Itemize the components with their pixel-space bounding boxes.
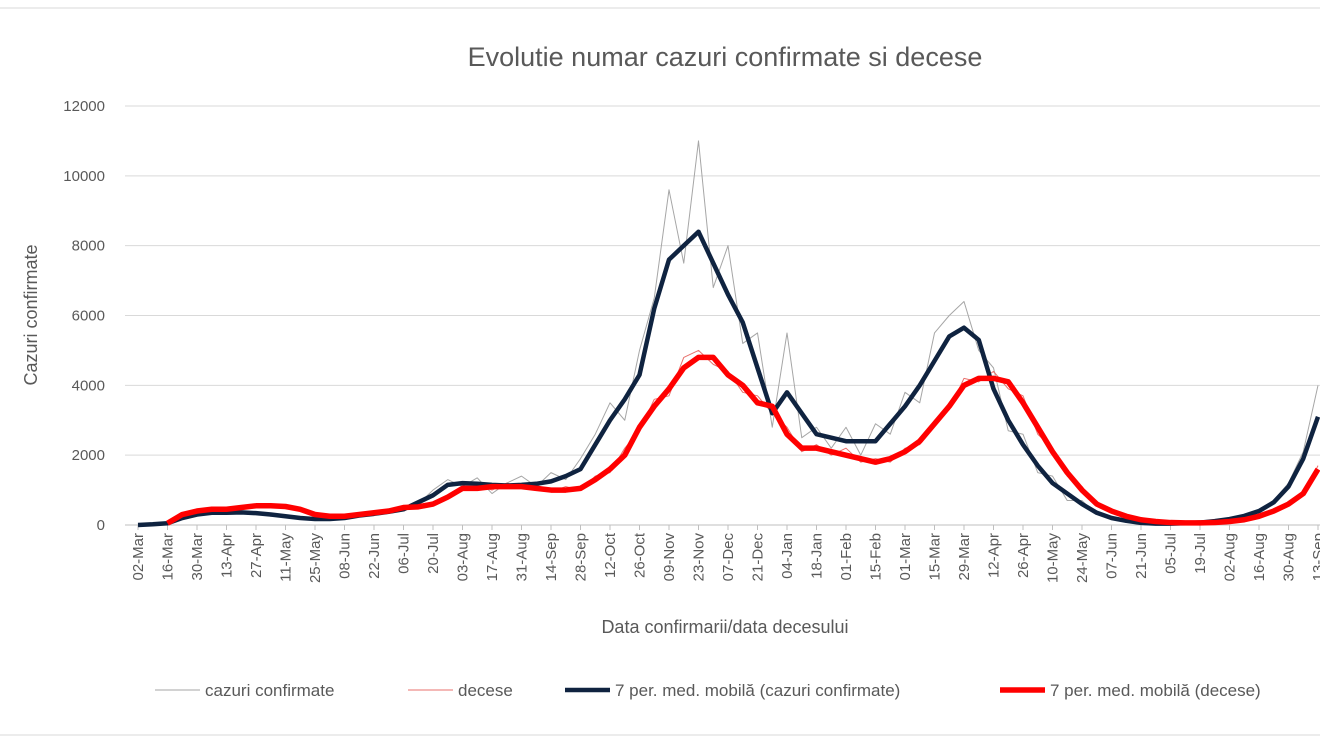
x-tick-label: 29-Mar [956, 533, 973, 581]
x-tick-label: 21-Dec [750, 533, 767, 582]
x-tick-label: 11-May [278, 533, 295, 582]
series-line [166, 354, 1320, 526]
x-tick-label: 22-Jun [366, 533, 383, 579]
x-tick-label: 15-Feb [868, 533, 885, 581]
x-tick-label: 09-Nov [661, 533, 678, 582]
x-tick-label: 16-Aug [1251, 533, 1268, 581]
chart-title: Evolutie numar cazuri confirmate si dece… [468, 42, 983, 72]
x-tick-label: 12-Oct [602, 532, 619, 578]
x-tick-label: 04-Jan [779, 533, 796, 579]
x-tick-label: 05-Jul [1163, 533, 1180, 574]
x-tick-label: 28-Sep [573, 533, 590, 581]
x-tick-label: 02-Mar [130, 533, 147, 581]
x-tick-label: 12-Apr [986, 533, 1003, 578]
x-tick-label: 20-Jul [425, 533, 442, 574]
x-tick-label: 15-Mar [927, 533, 944, 581]
series-line [167, 349, 1319, 524]
x-tick-label: 16-Mar [160, 533, 177, 581]
y-tick-label: 0 [97, 517, 105, 534]
x-tick-label: 03-Aug [455, 533, 472, 581]
y-tick-label: 4000 [72, 377, 105, 394]
x-axis-title: Data confirmarii/data decesului [601, 617, 848, 637]
series-line [137, 229, 1320, 528]
y-tick-label: 12000 [63, 98, 105, 115]
x-tick-label: 07-Dec [720, 533, 737, 582]
x-tick-label: 19-Jul [1192, 533, 1209, 574]
y-tick-label: 8000 [72, 238, 105, 255]
legend-label: 7 per. med. mobilă (cazuri confirmate) [615, 681, 900, 700]
x-tick-label: 13-Sep [1310, 533, 1320, 581]
series-line [137, 140, 1319, 526]
x-tick-label: 06-Jul [396, 533, 413, 574]
legend-label: 7 per. med. mobilă (decese) [1050, 681, 1261, 700]
legend-label: cazuri confirmate [205, 681, 334, 700]
y-axis-title: Cazuri confirmate [21, 244, 41, 385]
x-tick-label: 23-Nov [691, 533, 708, 582]
y-tick-label: 10000 [63, 168, 105, 185]
legend-label: decese [458, 681, 513, 700]
x-tick-label: 01-Mar [897, 533, 914, 581]
x-tick-label: 24-May [1074, 533, 1091, 584]
x-tick-label: 25-May [307, 533, 324, 584]
y-tick-label: 2000 [72, 447, 105, 464]
x-tick-label: 10-May [1045, 533, 1062, 584]
x-tick-label: 30-Mar [189, 533, 206, 581]
x-tick-label: 26-Apr [1015, 533, 1032, 578]
x-tick-label: 07-Jun [1104, 533, 1121, 579]
x-tick-label: 14-Sep [543, 533, 560, 581]
x-tick-label: 02-Aug [1222, 533, 1239, 581]
x-tick-label: 08-Jun [337, 533, 354, 579]
x-tick-label: 26-Oct [632, 532, 649, 578]
x-tick-label: 17-Aug [484, 533, 501, 581]
x-tick-label: 30-Aug [1281, 533, 1298, 581]
x-tick-label: 01-Feb [838, 533, 855, 581]
y-tick-label: 6000 [72, 308, 105, 325]
x-tick-label: 31-Aug [514, 533, 531, 581]
x-tick-label: 13-Apr [219, 533, 236, 578]
x-tick-label: 21-Jun [1133, 533, 1150, 579]
x-tick-label: 18-Jan [809, 533, 826, 579]
x-tick-label: 27-Apr [248, 533, 265, 578]
